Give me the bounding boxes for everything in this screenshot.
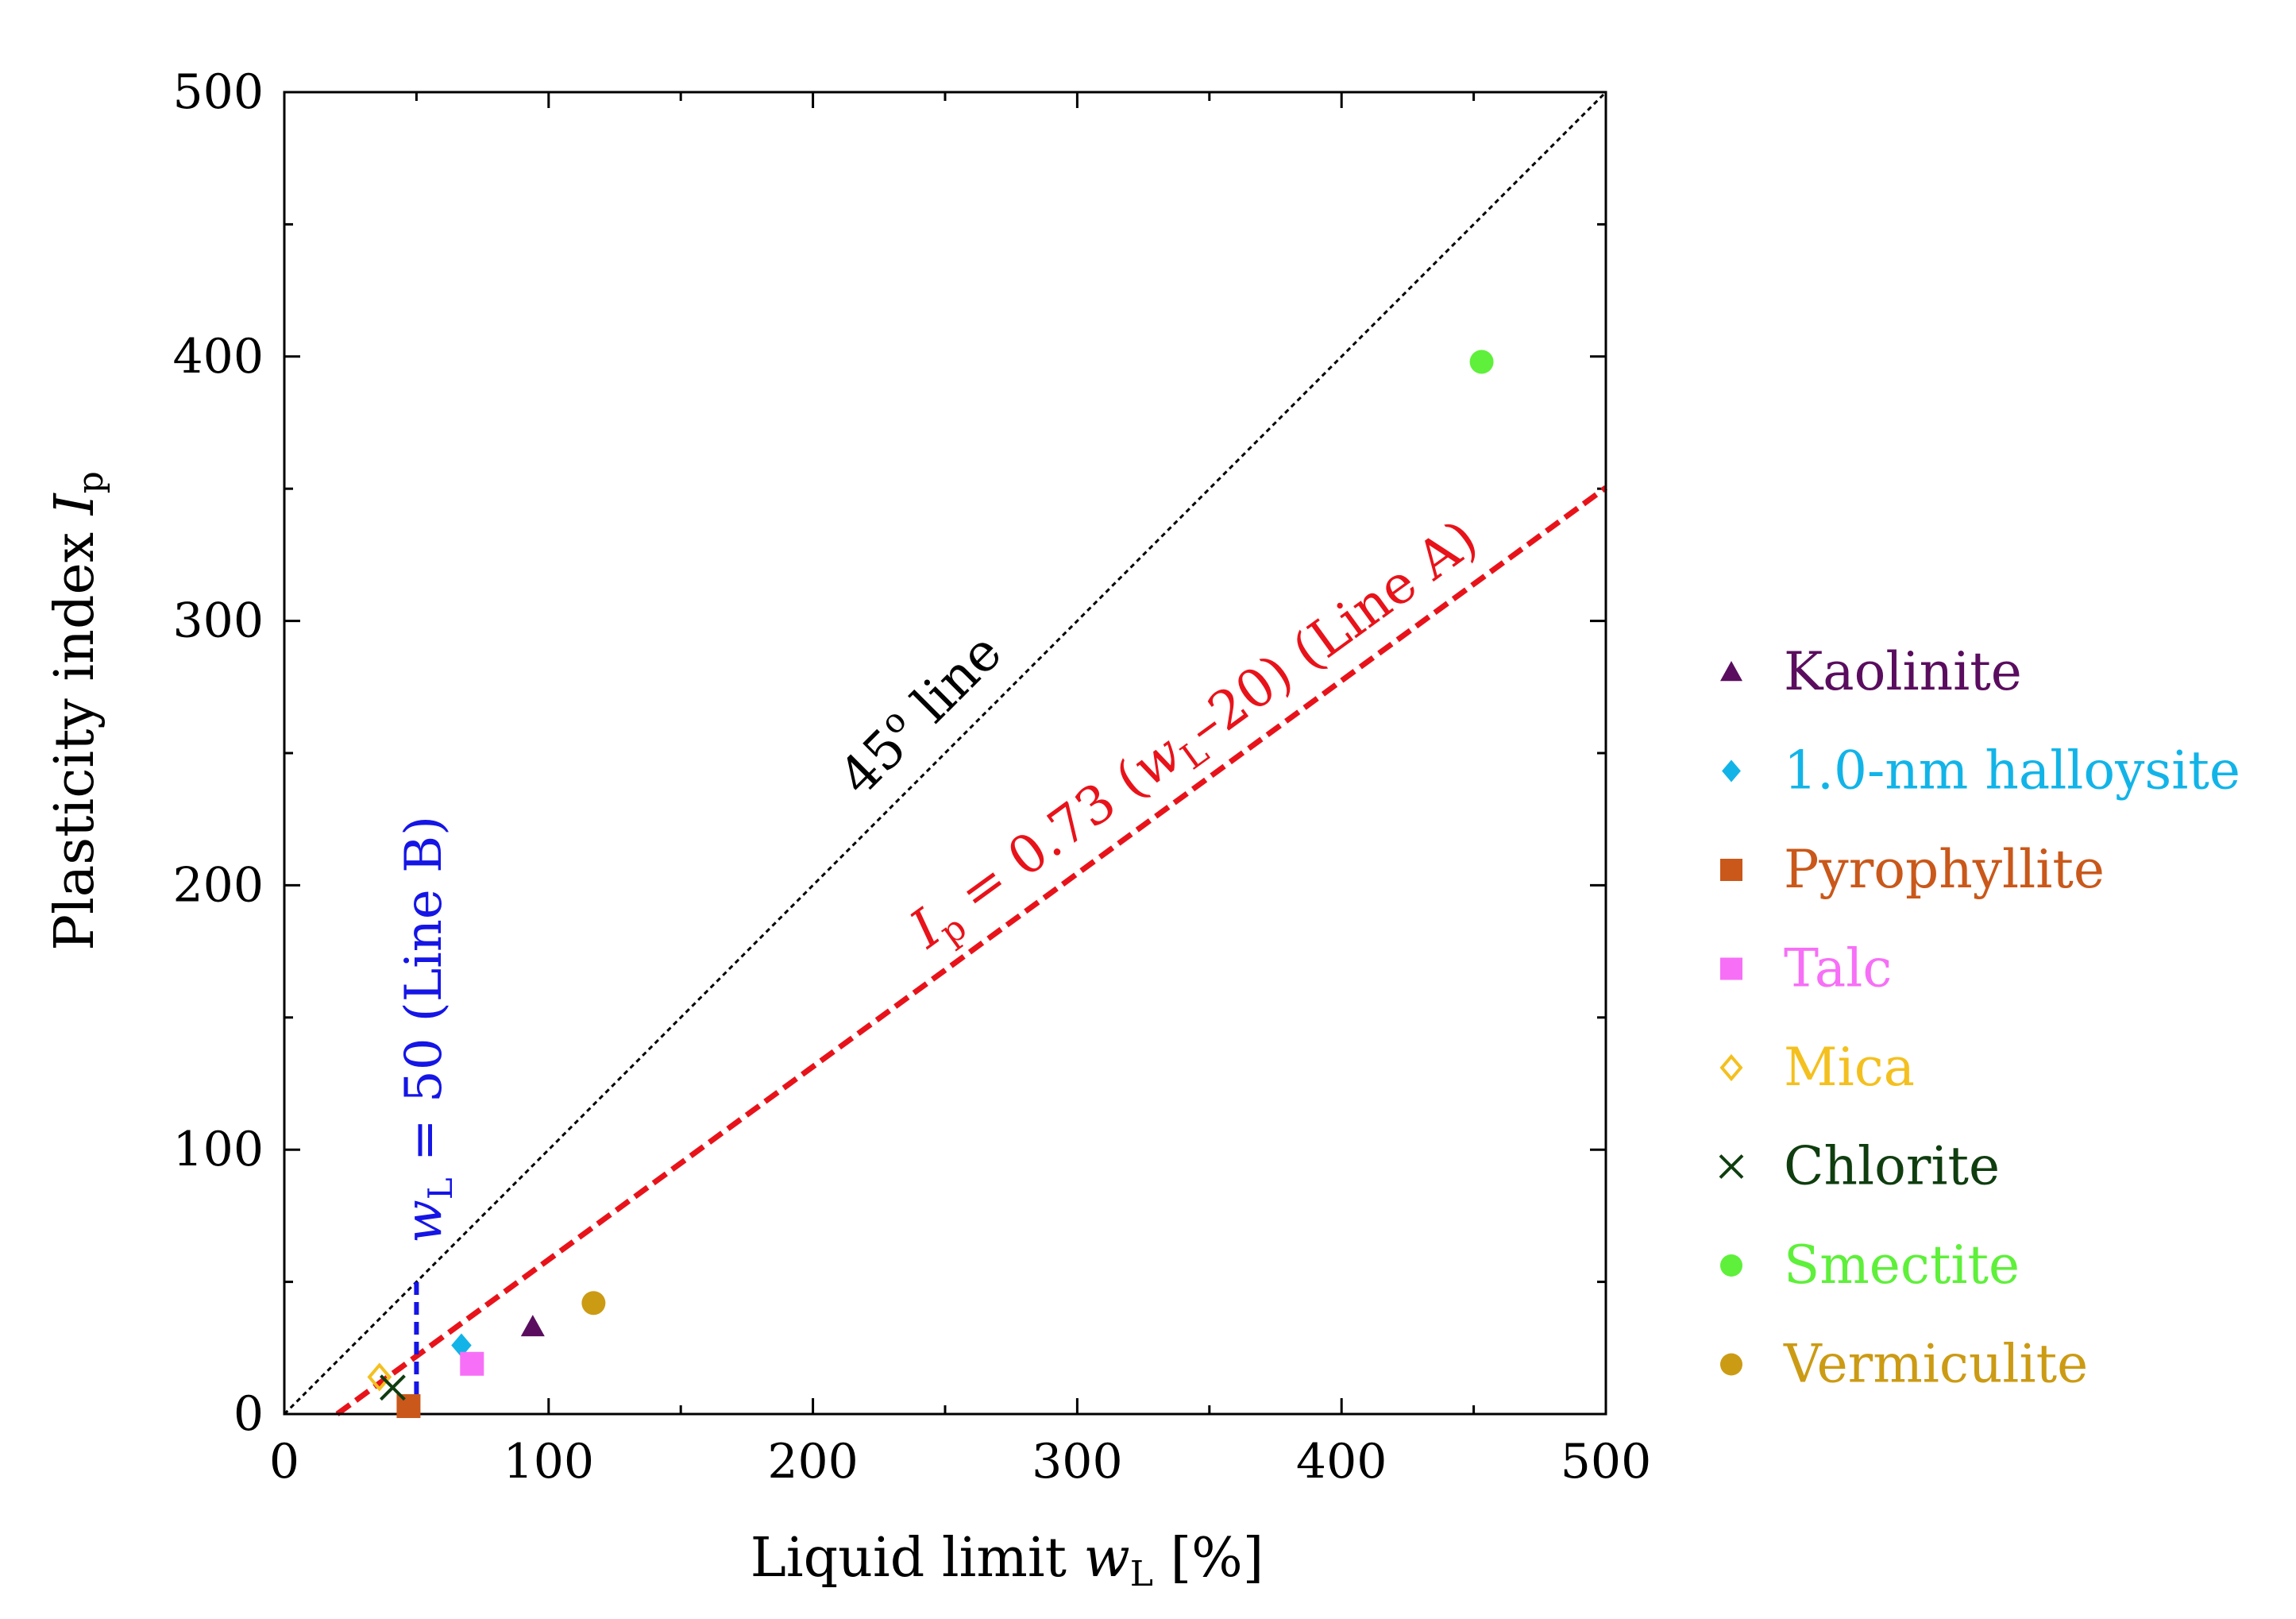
legend: Kaolinite 1.0-nm halloysite Pyrophyllite Ta… [1719, 641, 2240, 1395]
line-a-label: Ip = 0.73 (wL–20) (Line A) [898, 508, 1492, 965]
legend-label: Mica [1784, 1037, 1915, 1098]
y-tick-label: 400 [172, 329, 264, 384]
legend-marker [1722, 759, 1741, 782]
legend-label: Kaolinite [1784, 641, 2022, 702]
data-point-vermiculite [581, 1291, 606, 1316]
legend-label: Smectite [1784, 1235, 2020, 1296]
data-point-kaolinite [520, 1315, 545, 1337]
x-tick-label: 300 [1032, 1434, 1123, 1490]
x-tick-label: 500 [1561, 1434, 1652, 1490]
y-tick-label: 300 [172, 593, 264, 649]
legend-label: Talc [1784, 938, 1892, 999]
legend-label: Pyrophyllite [1784, 839, 2105, 900]
y-tick-label: 200 [172, 857, 264, 913]
x-tick-label: 0 [269, 1434, 299, 1490]
legend-marker [1720, 957, 1742, 980]
y-tick-label: 500 [172, 64, 264, 120]
legend-marker [1720, 661, 1742, 682]
line-a [335, 485, 1608, 1416]
legend-marker-stroke [1719, 1154, 1744, 1179]
legend-marker [1719, 1154, 1744, 1179]
plot-frame [283, 91, 1607, 1416]
legend-marker [1720, 1254, 1742, 1277]
y-tick-label: 100 [172, 1122, 264, 1177]
y-tick-label: 0 [233, 1386, 264, 1442]
line-45-degree [283, 91, 1607, 1416]
data-point-chlorite [380, 1374, 406, 1401]
data-point-talc [460, 1351, 484, 1376]
tick-labels: 0 100 200 300 400 500 0 100 200 300 400 500 [172, 64, 1651, 1490]
data-points [367, 350, 1494, 1419]
legend-label: 1.0-nm halloysite [1784, 740, 2240, 802]
x-tick-label: 400 [1296, 1434, 1387, 1490]
data-point-1-0-nm-halloysite [451, 1333, 472, 1358]
y-axis-title: Plasticity index Ip [44, 471, 111, 951]
legend-marker [1720, 859, 1742, 881]
x-tick-label: 200 [767, 1434, 859, 1490]
legend-marker [1719, 1053, 1743, 1082]
x-tick-label: 100 [504, 1434, 595, 1490]
x-axis-title: Liquid limit wL [%] [751, 1527, 1264, 1594]
data-point-smectite [1469, 350, 1494, 374]
legend-label: Vermiculite [1783, 1334, 2088, 1395]
line-b-label: wL = 50 (Line B) [395, 816, 460, 1243]
data-point-pyrophyllite [396, 1394, 421, 1419]
data-point-mica [367, 1362, 392, 1392]
legend-marker [1720, 1353, 1742, 1376]
legend-label: Chlorite [1784, 1136, 2000, 1197]
data-point-chlorite-stroke [380, 1374, 406, 1401]
